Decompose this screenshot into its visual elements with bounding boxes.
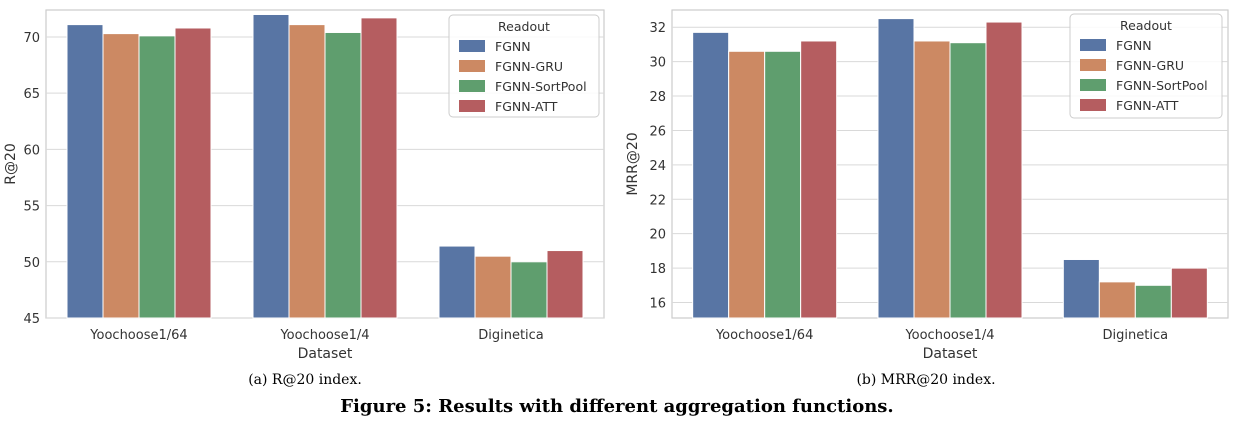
x-tick-label: Yoochoose1/4 [279,328,369,343]
bar-fgnn-gru-2 [1098,281,1136,319]
x-tick-label: Yoochoose1/64 [89,328,187,343]
bar-fgnn-1 [252,13,290,319]
bar-fgnn-1 [877,18,915,319]
bar-fgnn-att-0 [174,27,212,319]
y-tick-label: 26 [649,124,666,139]
bar-fgnn-sortpool-2 [1134,284,1172,319]
legend-title: Readout [498,19,550,34]
y-tick-label: 50 [23,256,40,271]
y-tick-label: 60 [23,143,40,158]
y-tick-label: 45 [23,312,40,327]
bar-fgnn-gru-1 [913,40,951,319]
y-tick-label: 65 [23,87,40,102]
bar-fgnn-gru-0 [728,50,766,319]
bar-fgnn-0 [692,31,730,319]
bar-fgnn-0 [66,24,104,319]
bar-fgnn-att-2 [1170,267,1208,319]
bar-fgnn-sortpool-0 [138,35,176,319]
y-tick-label: 55 [23,200,40,215]
bar-fgnn-sortpool-1 [324,31,362,319]
bar-fgnn-att-2 [546,250,584,319]
bar-fgnn-gru-2 [474,255,512,319]
bar-fgnn-gru-1 [288,24,326,319]
legend-label: FGNN-ATT [1116,98,1179,113]
legend-swatch [459,100,485,112]
legend-label: FGNN-SortPool [1116,78,1208,93]
legend-label: FGNN-SortPool [495,79,587,94]
y-tick-label: 18 [649,262,666,277]
legend-box [1069,13,1223,119]
y-axis-label: MRR@20 [625,132,641,195]
bar-fgnn-att-1 [985,21,1023,319]
x-tick-label: Yoochoose1/64 [715,328,813,343]
y-tick-label: 24 [649,159,666,174]
subcaption-a: (a) R@20 index. [248,372,362,388]
legend: Readout FGNN FGNN-GRU FGNN-SortPool FGNN-ATT [448,14,600,118]
legend-swatch [459,60,485,72]
x-axis-label: Dataset [923,346,978,362]
y-tick-label: 22 [649,193,666,208]
legend-swatch [1080,59,1106,71]
bar-fgnn-att-0 [800,40,838,319]
subcaption-b: (b) MRR@20 index. [856,372,996,388]
legend-label: FGNN [1116,38,1152,53]
y-axis-label: R@20 [3,143,19,185]
bar-fgnn-sortpool-1 [949,42,987,319]
y-tick-label: 32 [649,21,666,36]
legend-label: FGNN-ATT [495,99,558,114]
x-tick-label: Diginetica [478,328,544,343]
bar-fgnn-sortpool-0 [764,50,802,319]
bar-fgnn-sortpool-2 [510,261,548,319]
y-tick-label: 28 [649,90,666,105]
legend-swatch [459,80,485,92]
legend-swatch [1080,99,1106,111]
chart-b: 16 18 20 22 24 26 28 30 32 Yoochoose1/64 Yoochoose… [625,9,1229,362]
x-tick-label: Diginetica [1103,328,1169,343]
bar-fgnn-2 [1062,258,1100,319]
y-tick-label: 70 [23,31,40,46]
y-tick-label: 16 [649,297,666,312]
x-axis-label: Dataset [298,346,353,362]
legend: Readout FGNN FGNN-GRU FGNN-SortPool FGNN-ATT [1069,13,1223,119]
legend-swatch [459,40,485,52]
bar-fgnn-gru-0 [102,33,140,319]
legend-swatch [1080,79,1106,91]
legend-label: FGNN [495,39,531,54]
chart-a: 45 50 55 60 65 70 Yoochoose1/64 Yoochoose1/4 Dig… [3,9,605,362]
y-tick-label: 30 [649,56,666,71]
legend-label: FGNN-GRU [1116,58,1184,73]
legend-label: FGNN-GRU [495,59,563,74]
bar-fgnn-att-1 [360,17,398,319]
x-tick-label: Yoochoose1/4 [904,328,994,343]
legend-box [448,14,600,118]
figure-caption: Figure 5: Results with different aggrega… [340,396,894,417]
bar-fgnn-2 [438,245,476,319]
legend-title: Readout [1120,18,1172,33]
y-tick-label: 20 [649,228,666,243]
legend-swatch [1080,39,1106,51]
